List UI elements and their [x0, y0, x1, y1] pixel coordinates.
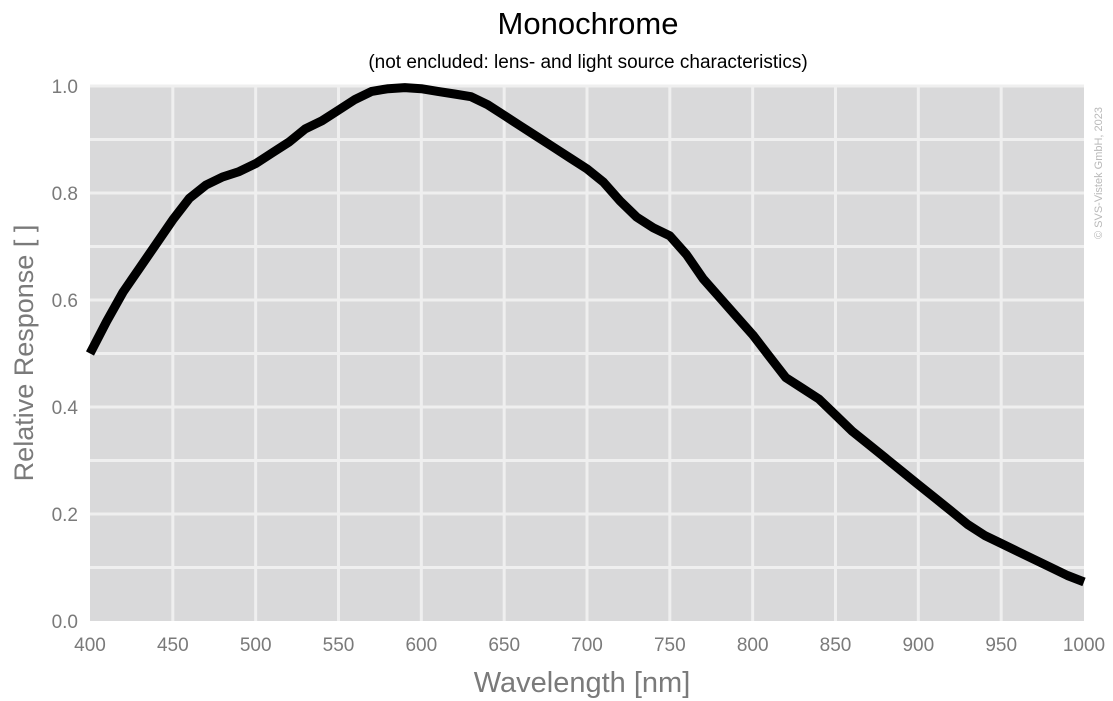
x-tick-label: 650	[488, 635, 520, 656]
series-layer	[86, 83, 1086, 587]
y-tick-label: 0.2	[52, 505, 78, 526]
chart-subtitle: (not encluded: lens- and light source ch…	[368, 52, 807, 73]
x-tick-label: 750	[654, 635, 686, 656]
chart-title: Monochrome	[498, 6, 679, 41]
x-tick-label: 600	[405, 635, 437, 656]
x-tick-label: 500	[240, 635, 272, 656]
x-tick-label: 550	[323, 635, 355, 656]
x-tick-labels: 400 450 500 550 600 650 700 750 800 850 900 950 1000	[74, 635, 1105, 656]
x-tick-label: 400	[74, 635, 106, 656]
y-tick-label: 0.4	[52, 398, 79, 419]
y-tick-label: 0.8	[52, 184, 78, 205]
copyright-watermark: © SVS-Vistek GmbH, 2023	[1093, 107, 1105, 239]
series-line	[86, 83, 1086, 587]
x-tick-label: 900	[902, 635, 934, 656]
y-tick-label: 0.6	[52, 291, 78, 312]
y-tick-labels: 0.0 0.2 0.4 0.6 0.8 1.0	[52, 77, 79, 633]
x-tick-label: 1000	[1063, 635, 1105, 656]
x-tick-label: 950	[985, 635, 1017, 656]
y-tick-label: 0.0	[52, 612, 78, 633]
x-tick-label: 850	[820, 635, 852, 656]
y-tick-label: 1.0	[52, 77, 78, 98]
y-axis-label: Relative Response [ ]	[9, 225, 39, 482]
x-axis-label: Wavelength [nm]	[474, 667, 691, 699]
x-tick-label: 800	[737, 635, 769, 656]
x-tick-label: 450	[157, 635, 189, 656]
grid-lines	[90, 84, 1084, 621]
x-tick-label: 700	[571, 635, 603, 656]
